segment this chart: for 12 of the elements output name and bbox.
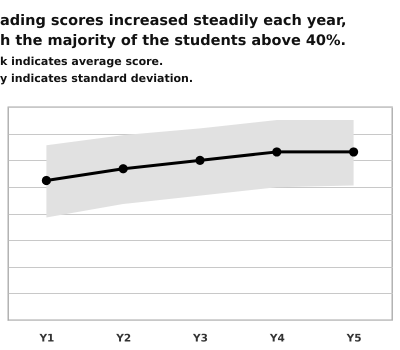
point	[42, 176, 52, 186]
point	[348, 147, 358, 157]
point	[272, 147, 282, 157]
chart-title: ading scores increased steadily each year, h the majority of the students above 40%.	[0, 12, 346, 51]
x-tick-label: Y2	[115, 332, 132, 344]
chart-subtitle: k indicates average score. y indicates standard deviation.	[0, 54, 194, 87]
x-tick-label: Y3	[192, 332, 208, 344]
x-tick-label: Y5	[346, 332, 362, 344]
point	[118, 164, 128, 174]
point	[195, 156, 205, 165]
x-tick-label: Y4	[268, 332, 285, 344]
x-tick-label: Y1	[38, 332, 54, 344]
